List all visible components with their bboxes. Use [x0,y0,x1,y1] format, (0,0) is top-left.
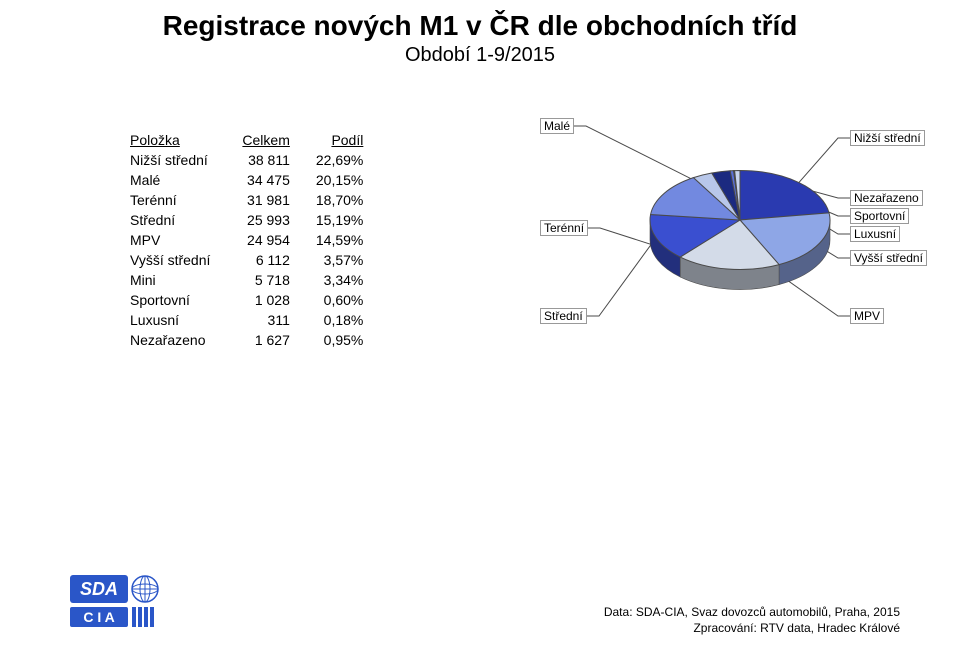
footer: Data: SDA-CIA, Svaz dovozců automobilů, … [604,604,900,636]
pie-label: Vyšší střední [850,250,927,266]
row-share: 18,70% [296,190,369,210]
title-block: Registrace nových M1 v ČR dle obchodních… [120,10,840,67]
pie-label: Terénní [540,220,588,236]
row-share: 22,69% [296,150,369,170]
row-name: Sportovní [130,290,222,310]
row-name: Mini [130,270,222,290]
col-header-total: Celkem [222,130,295,150]
table-row: Mini5 7183,34% [130,270,369,290]
col-header-share: Podíl [296,130,369,150]
row-name: MPV [130,230,222,250]
table-row: Malé34 47520,15% [130,170,369,190]
table-row: Terénní31 98118,70% [130,190,369,210]
row-name: Nižší střední [130,150,222,170]
pie-label: Nižší střední [850,130,925,146]
row-share: 0,60% [296,290,369,310]
table-row: Nezařazeno1 6270,95% [130,330,369,350]
logo-cia-text: C I A [83,609,114,625]
row-name: Luxusní [130,310,222,330]
row-name: Malé [130,170,222,190]
row-name: Terénní [130,190,222,210]
logo-sda-text: SDA [80,579,118,599]
row-value: 34 475 [222,170,295,190]
row-value: 38 811 [222,150,295,170]
table-row: Střední25 99315,19% [130,210,369,230]
pie-label: Malé [540,118,574,134]
data-table: Položka Celkem Podíl Nižší střední38 811… [130,130,369,350]
row-value: 25 993 [222,210,295,230]
table-row: Luxusní3110,18% [130,310,369,330]
row-value: 31 981 [222,190,295,210]
row-value: 1 627 [222,330,295,350]
logo-globe-icon [132,576,158,602]
row-share: 3,34% [296,270,369,290]
row-value: 5 718 [222,270,295,290]
table-row: Nižší střední38 81122,69% [130,150,369,170]
table-row: MPV24 95414,59% [130,230,369,250]
row-name: Nezařazeno [130,330,222,350]
row-share: 0,95% [296,330,369,350]
logo: SDA C I A [60,573,170,638]
table-row: Vyšší střední6 1123,57% [130,250,369,270]
pie-label: Střední [540,308,587,324]
row-share: 20,15% [296,170,369,190]
row-share: 15,19% [296,210,369,230]
row-share: 0,18% [296,310,369,330]
pie-svg [610,120,870,340]
footer-line-1: Data: SDA-CIA, Svaz dovozců automobilů, … [604,604,900,620]
pie-slice [740,171,829,221]
pie-label: Sportovní [850,208,909,224]
pie-label: Nezařazeno [850,190,923,206]
row-name: Vyšší střední [130,250,222,270]
pie-label: Luxusní [850,226,900,242]
row-value: 311 [222,310,295,330]
row-value: 24 954 [222,230,295,250]
pie-chart: Nižší střední Malé Terénní Střední MPV Vyšší … [540,110,940,370]
row-name: Střední [130,210,222,230]
row-value: 6 112 [222,250,295,270]
row-share: 3,57% [296,250,369,270]
col-header-item: Položka [130,130,222,150]
table-row: Sportovní1 0280,60% [130,290,369,310]
page-title: Registrace nových M1 v ČR dle obchodních… [120,10,840,42]
row-value: 1 028 [222,290,295,310]
footer-line-2: Zpracování: RTV data, Hradec Králové [604,620,900,636]
row-share: 14,59% [296,230,369,250]
page-subtitle: Období 1-9/2015 [120,44,840,67]
pie-label: MPV [850,308,884,324]
table-header-row: Položka Celkem Podíl [130,130,369,150]
logo-svg: SDA C I A [60,573,170,633]
